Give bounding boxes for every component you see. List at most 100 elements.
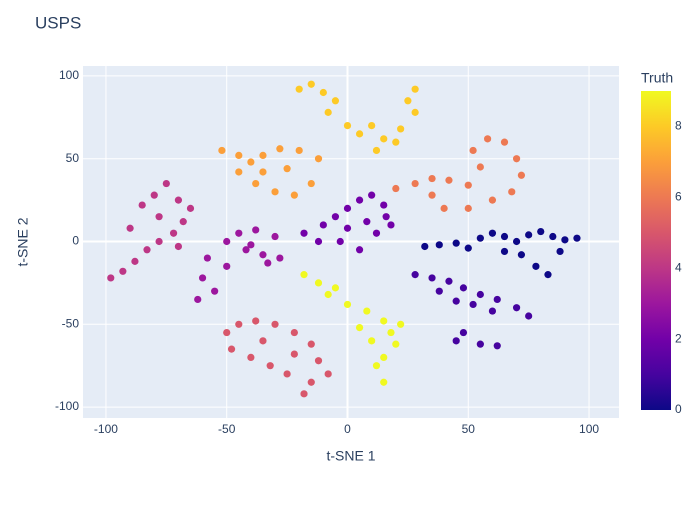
- point: [380, 135, 388, 143]
- point: [411, 85, 419, 93]
- point: [276, 254, 284, 262]
- point: [307, 179, 315, 188]
- point: [452, 297, 460, 305]
- point: [150, 191, 158, 199]
- point: [271, 232, 279, 241]
- y-tick-label: 50: [66, 151, 80, 165]
- point: [319, 88, 327, 97]
- point: [387, 328, 395, 337]
- y-tick-label: 100: [59, 68, 79, 82]
- point: [476, 340, 484, 348]
- point: [271, 320, 279, 328]
- point: [138, 201, 146, 209]
- point: [500, 138, 509, 146]
- point: [549, 232, 557, 241]
- point: [218, 146, 226, 155]
- point: [155, 237, 163, 246]
- point: [404, 97, 412, 105]
- point: [259, 251, 267, 259]
- point: [259, 151, 267, 160]
- point: [290, 328, 298, 337]
- point: [314, 279, 323, 287]
- point: [512, 155, 521, 163]
- point: [223, 262, 231, 270]
- point: [368, 191, 376, 199]
- point: [435, 287, 443, 295]
- point: [131, 257, 139, 265]
- point: [372, 229, 381, 237]
- x-tick-label: -50: [218, 422, 236, 436]
- x-tick-label: 0: [344, 422, 351, 436]
- point: [162, 179, 170, 188]
- point: [295, 146, 303, 155]
- point: [227, 345, 236, 353]
- point: [372, 146, 381, 155]
- y-tick-label: 0: [72, 234, 79, 248]
- point: [290, 191, 298, 199]
- point: [343, 204, 352, 212]
- colorbar-tick-label: 2: [675, 331, 682, 345]
- point: [169, 229, 178, 237]
- point: [488, 307, 497, 315]
- point: [314, 237, 323, 246]
- point: [464, 244, 472, 252]
- point: [155, 213, 163, 221]
- point: [459, 328, 468, 337]
- point: [235, 229, 243, 237]
- point: [452, 239, 460, 247]
- point: [469, 300, 477, 309]
- point: [324, 108, 332, 116]
- point: [476, 234, 484, 242]
- point: [300, 390, 308, 398]
- point: [517, 251, 526, 259]
- point: [368, 122, 376, 130]
- point: [476, 163, 484, 171]
- point: [331, 213, 340, 221]
- point: [307, 378, 315, 386]
- point: [445, 176, 453, 184]
- colorbar-tick-label: 8: [675, 119, 682, 133]
- point: [271, 188, 279, 196]
- point: [307, 80, 315, 88]
- point: [573, 234, 581, 242]
- x-axis-title: t-SNE 1: [326, 448, 375, 464]
- point: [264, 259, 272, 267]
- point: [331, 97, 340, 105]
- point: [392, 340, 400, 348]
- point: [266, 362, 274, 370]
- point: [355, 130, 364, 138]
- point: [319, 221, 327, 229]
- point: [411, 108, 419, 116]
- point: [283, 165, 291, 173]
- point: [203, 254, 211, 262]
- point: [331, 284, 340, 292]
- point: [314, 357, 323, 365]
- point: [544, 271, 552, 279]
- point: [235, 320, 243, 328]
- point: [452, 337, 460, 345]
- point: [300, 271, 308, 279]
- point: [537, 227, 545, 236]
- point: [179, 218, 187, 226]
- point: [380, 353, 388, 362]
- point: [143, 246, 151, 254]
- point: [421, 242, 429, 251]
- colorbar: [641, 91, 671, 410]
- point: [343, 300, 352, 309]
- point: [252, 317, 260, 325]
- point: [380, 317, 388, 325]
- point: [556, 247, 564, 256]
- point: [300, 229, 308, 237]
- point: [355, 323, 364, 332]
- point: [517, 171, 526, 179]
- point: [382, 213, 390, 221]
- point: [380, 378, 388, 386]
- point: [242, 246, 250, 254]
- point: [368, 337, 376, 345]
- point: [397, 125, 405, 133]
- point: [363, 307, 371, 315]
- y-tick-label: -100: [55, 399, 79, 413]
- point: [259, 168, 267, 176]
- point: [314, 155, 323, 163]
